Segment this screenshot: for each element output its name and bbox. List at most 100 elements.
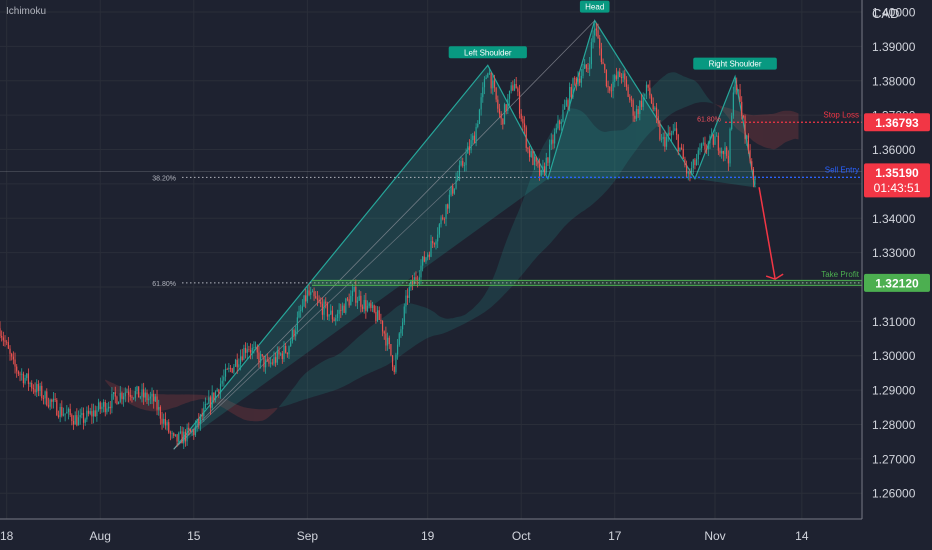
candle-body <box>380 319 382 321</box>
candle-body <box>600 48 602 63</box>
projection-arrow-line <box>758 187 776 280</box>
candle-body <box>405 295 407 307</box>
candle-body <box>114 392 116 397</box>
candle-body <box>386 337 389 346</box>
candle-body <box>452 186 454 194</box>
candle-body <box>358 295 360 301</box>
candle-body <box>422 256 424 266</box>
candle-body <box>129 394 131 397</box>
stop-loss-label: Stop Loss <box>823 110 859 119</box>
candle-body <box>569 87 571 107</box>
candle-body <box>341 305 344 311</box>
candle-body <box>734 84 736 93</box>
candle-body <box>361 306 364 309</box>
candle-body <box>627 86 629 97</box>
candle-body <box>714 136 716 145</box>
candle-body <box>502 118 504 125</box>
head-label-bg <box>579 0 610 13</box>
candle-body <box>635 108 638 119</box>
candle-body <box>642 96 644 107</box>
candle-body <box>530 151 532 157</box>
candle-body <box>21 373 23 375</box>
candle-body <box>92 410 95 417</box>
candle-body <box>505 104 507 111</box>
candle-body <box>76 415 78 426</box>
candle-body <box>391 355 394 367</box>
candle-body <box>604 64 606 70</box>
candle-body <box>107 406 110 409</box>
candle-body <box>420 265 422 278</box>
candle-body <box>520 113 522 119</box>
cloud-segment <box>715 104 799 150</box>
candle-body <box>138 386 140 398</box>
price-tick-label: 1.31000 <box>872 315 916 329</box>
candle-body <box>178 432 180 442</box>
candle-body <box>393 366 395 372</box>
candle-body <box>428 254 430 257</box>
candle-body <box>139 396 141 398</box>
candle-body <box>624 73 626 80</box>
candle-body <box>592 35 594 43</box>
candle-body <box>719 150 721 154</box>
candle-body <box>16 366 18 372</box>
candle-body <box>432 241 434 244</box>
candle-body <box>365 300 367 312</box>
candle-body <box>126 391 128 393</box>
candle-body <box>691 167 693 175</box>
candle-body <box>522 118 524 124</box>
candle-body <box>497 99 499 109</box>
candle-body <box>373 305 375 313</box>
indicator-label[interactable]: Ichimoku <box>6 6 47 17</box>
candle-body <box>219 383 222 394</box>
candle-body <box>14 359 16 367</box>
candle-body <box>637 108 639 115</box>
candle-body <box>697 150 699 160</box>
currency-label[interactable]: CAD <box>872 6 900 21</box>
candle-body <box>744 116 746 139</box>
left-shoulder-label-text: Left Shoulder <box>464 48 512 57</box>
candle-body <box>433 243 435 245</box>
candle-body <box>572 78 574 98</box>
candle-body <box>577 78 579 85</box>
right-shoulder-label-bg <box>693 57 777 70</box>
candle-body <box>445 204 447 220</box>
take-profit-price-tag-text: 1.32120 <box>875 276 919 290</box>
candle-body <box>368 303 370 306</box>
candle-body <box>752 169 755 180</box>
candle-body <box>131 396 133 398</box>
candle-body <box>473 135 476 144</box>
time-tick-label: 19 <box>421 529 435 543</box>
candle-body <box>51 399 53 402</box>
candle-body <box>218 389 220 394</box>
candle-body <box>26 373 28 378</box>
candle-body <box>602 62 604 65</box>
candle-body <box>515 84 517 89</box>
candle-body <box>567 100 569 107</box>
candle-body <box>42 398 45 399</box>
candle-body <box>239 356 242 365</box>
candle-body <box>161 418 163 424</box>
candle-body <box>44 391 46 399</box>
candle-body <box>385 333 387 346</box>
candle-body <box>89 411 91 414</box>
candle-body <box>495 87 497 100</box>
candle-body <box>610 90 613 92</box>
candle-body <box>340 310 342 311</box>
candle-body <box>306 290 308 302</box>
candle-body <box>256 346 258 353</box>
candle-body <box>106 408 108 413</box>
candle-body <box>331 310 334 320</box>
candle-body <box>136 386 138 392</box>
candle-body <box>356 300 359 303</box>
candle-body <box>213 392 215 400</box>
candle-body <box>383 331 385 334</box>
current-price-tag-text: 01:43:51 <box>874 181 921 195</box>
candle-body <box>62 414 65 416</box>
candle-body <box>721 150 723 154</box>
head-label: Head <box>579 0 610 13</box>
candle-body <box>403 306 405 323</box>
right-shoulder-label: Right Shoulder <box>693 57 777 70</box>
